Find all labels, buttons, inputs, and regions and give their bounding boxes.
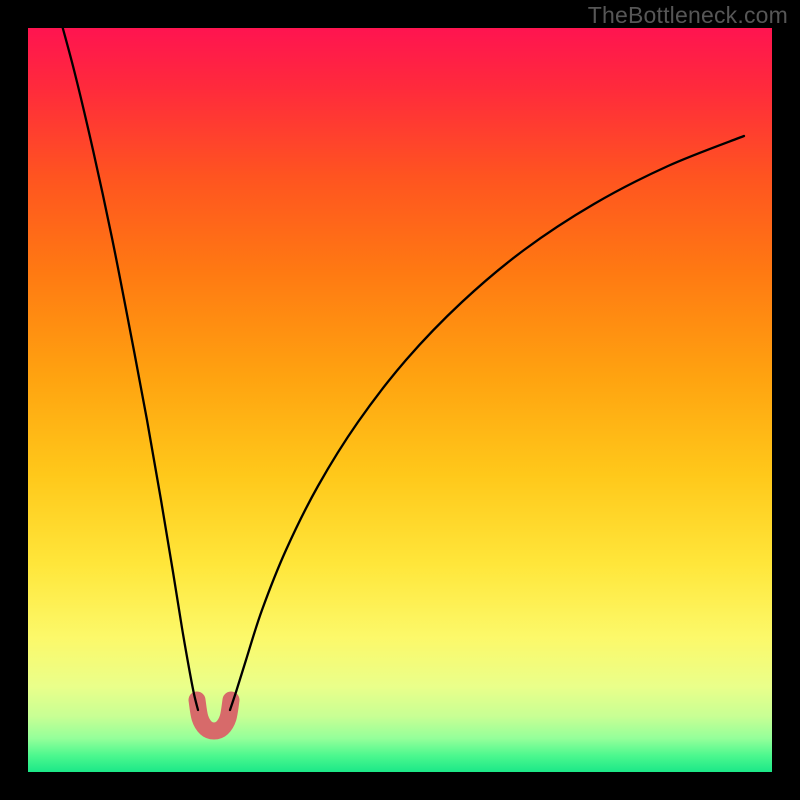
gradient-background [28, 28, 772, 772]
chart-svg [28, 28, 772, 772]
chart-root: { "canvas": { "width": 800, "height": 80… [0, 0, 800, 800]
watermark-text: TheBottleneck.com [588, 2, 788, 29]
plot-area [28, 28, 772, 772]
